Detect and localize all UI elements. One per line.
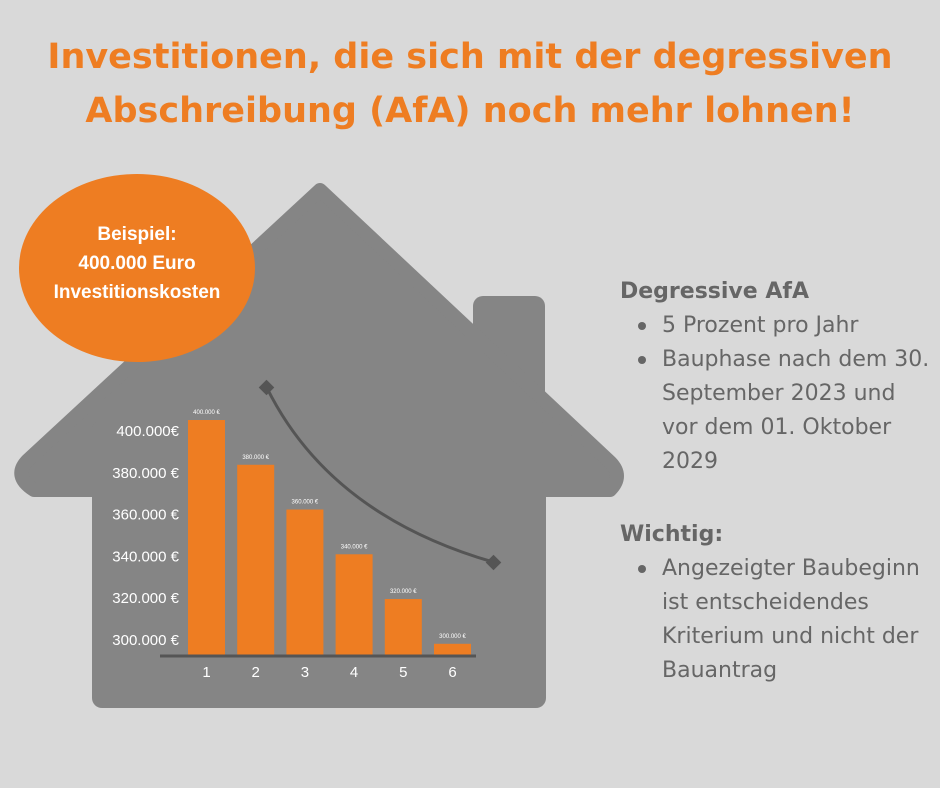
- bar-value-label: 400.000 €: [193, 410, 220, 416]
- title-line-2: Abschreibung (AfA) noch mehr lohnen!: [85, 91, 855, 131]
- y-tick-label: 360.000 €: [112, 507, 179, 524]
- x-tick-label: 6: [448, 664, 456, 681]
- afa-heading: Degressive AfA: [620, 279, 809, 304]
- afa-list: 5 Prozent pro Jahr Bauphase nach dem 30.…: [620, 309, 930, 479]
- info-degressive-afa: Degressive AfA 5 Prozent pro Jahr Baupha…: [620, 275, 930, 479]
- bar: [237, 464, 275, 655]
- bar-value-label: 340.000 €: [341, 544, 368, 550]
- bar: [188, 420, 225, 655]
- badge-line-2: 400.000 Euro: [78, 252, 196, 274]
- bar-value-label: 360.000 €: [292, 500, 319, 506]
- afa-item: 5 Prozent pro Jahr: [620, 309, 930, 343]
- y-tick-label: 340.000 €: [112, 548, 179, 565]
- bar: [384, 599, 422, 655]
- bar-value-label: 320.000 €: [390, 589, 417, 595]
- x-tick-label: 5: [399, 664, 407, 681]
- x-tick-label: 2: [252, 664, 260, 681]
- y-tick-label: 400.000€: [116, 423, 179, 440]
- bar-value-label: 300.000 €: [439, 634, 466, 640]
- x-tick-label: 4: [350, 664, 358, 681]
- y-tick-label: 320.000 €: [112, 590, 179, 607]
- x-tick-label: 1: [202, 664, 210, 681]
- bar-chart: 400.000€ 380.000 € 360.000 € 340.000 € 320.0…: [112, 379, 502, 681]
- y-tick-label: 380.000 €: [112, 465, 179, 482]
- wichtig-list: Angezeigter Baubeginn ist entscheidendes…: [620, 552, 930, 688]
- x-tick-label: 3: [301, 664, 309, 681]
- info-wichtig: Wichtig: Angezeigter Baubeginn ist entsc…: [620, 518, 930, 688]
- y-tick-label: 300.000 €: [112, 632, 179, 649]
- bar: [335, 554, 373, 655]
- badge-line-1: Beispiel:: [97, 223, 177, 245]
- bar: [286, 509, 324, 655]
- wichtig-heading: Wichtig:: [620, 522, 724, 547]
- bar-value-label: 380.000 €: [242, 455, 269, 461]
- example-badge: Beispiel: 400.000 Euro Investitionskoste…: [19, 174, 255, 362]
- afa-item: Bauphase nach dem 30. September 2023 und…: [620, 343, 930, 479]
- title-line-1: Investitionen, die sich mit der degressi…: [47, 37, 893, 77]
- wichtig-item: Angezeigter Baubeginn ist entscheidendes…: [620, 552, 930, 688]
- trend-curve: [265, 387, 494, 564]
- bar: [434, 643, 471, 655]
- page-title: Investitionen, die sich mit der degressi…: [0, 30, 940, 138]
- badge-line-3: Investitionskosten: [53, 281, 221, 303]
